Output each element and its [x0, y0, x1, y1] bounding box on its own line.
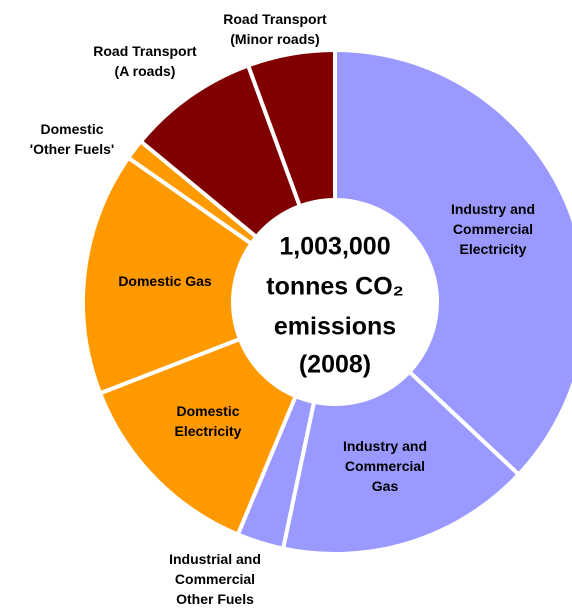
center-hole: [231, 198, 439, 406]
slice-label: Industry and Commercial Gas: [343, 438, 427, 494]
slice: [333, 47, 572, 478]
slice-label: Industrial and Commercial Other Fuels: [169, 551, 261, 607]
slice-label: Domestic 'Other Fuels': [30, 121, 114, 157]
center-label: 1,003,000: [279, 233, 390, 261]
center-label: emissions: [274, 313, 396, 341]
slice-label: Road Transport (A roads): [93, 43, 197, 79]
center-label: tonnes CO₂: [266, 273, 404, 301]
center-label: (2008): [299, 351, 371, 379]
slice-label: Domestic Electricity: [175, 403, 242, 439]
slice-label: Industry and Commercial Electricity: [451, 201, 535, 257]
slice-label: Road Transport (Minor roads): [223, 11, 327, 47]
slice: [81, 154, 340, 396]
slice-label: Domestic Gas: [118, 273, 212, 289]
